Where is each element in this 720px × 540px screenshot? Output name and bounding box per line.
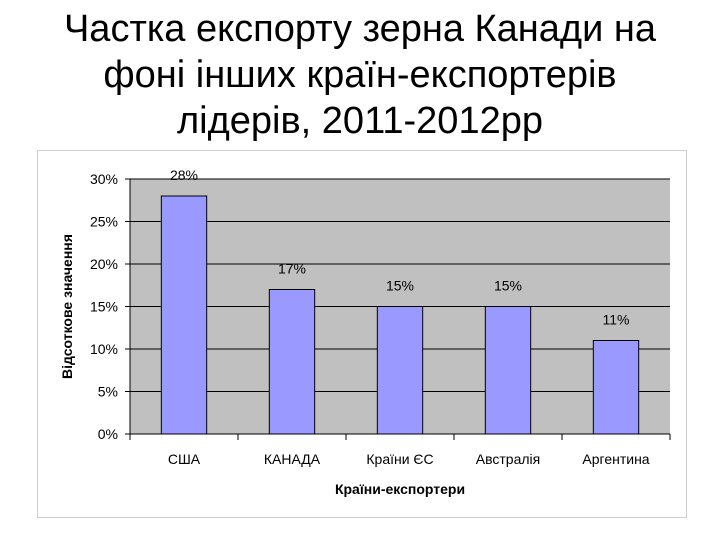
x-axis-title: Країни-експортери <box>335 481 465 497</box>
x-tick-label: КАНАДА <box>264 451 321 467</box>
bar <box>592 340 640 435</box>
bar <box>484 306 532 435</box>
y-tick-label: 20% <box>90 256 118 272</box>
data-labels: 28% 17% 15% 15% 11% <box>170 167 630 328</box>
y-axis-title: Відсоткове значення <box>59 234 75 379</box>
y-tick-label: 30% <box>90 171 118 187</box>
y-tick-label: 25% <box>90 214 118 230</box>
data-label: 11% <box>603 312 630 328</box>
x-tick-label: Країни ЄС <box>366 451 433 467</box>
bar <box>268 289 316 435</box>
x-axis-ticks: США КАНАДА Країни ЄС Австралія Аргентина <box>129 434 671 467</box>
data-label: 17% <box>278 261 306 277</box>
y-tick-label: 15% <box>90 299 118 315</box>
y-tick-label: 0% <box>98 426 118 442</box>
title-line-1: Частка експорту зерна Канади на <box>63 8 656 50</box>
x-tick-label: США <box>168 451 201 467</box>
y-axis-ticks: 0% 5% 10% 15% 20% 25% 30% <box>90 171 130 442</box>
data-label: 15% <box>386 278 414 294</box>
y-tick-label: 10% <box>90 341 118 357</box>
bar <box>160 195 208 435</box>
bar <box>376 306 424 435</box>
data-label: 28% <box>170 167 198 183</box>
title-line-2: фоні інших країн-експортерів <box>103 54 617 96</box>
y-tick-label: 5% <box>98 384 118 400</box>
data-label: 15% <box>494 278 522 294</box>
slide-title: Частка експорту зерна Канади на фоні інш… <box>30 6 690 144</box>
x-tick-label: Аргентина <box>582 451 649 467</box>
x-tick-label: Австралія <box>476 451 540 467</box>
title-line-3: лідерів, 2011-2012рр <box>177 100 543 142</box>
